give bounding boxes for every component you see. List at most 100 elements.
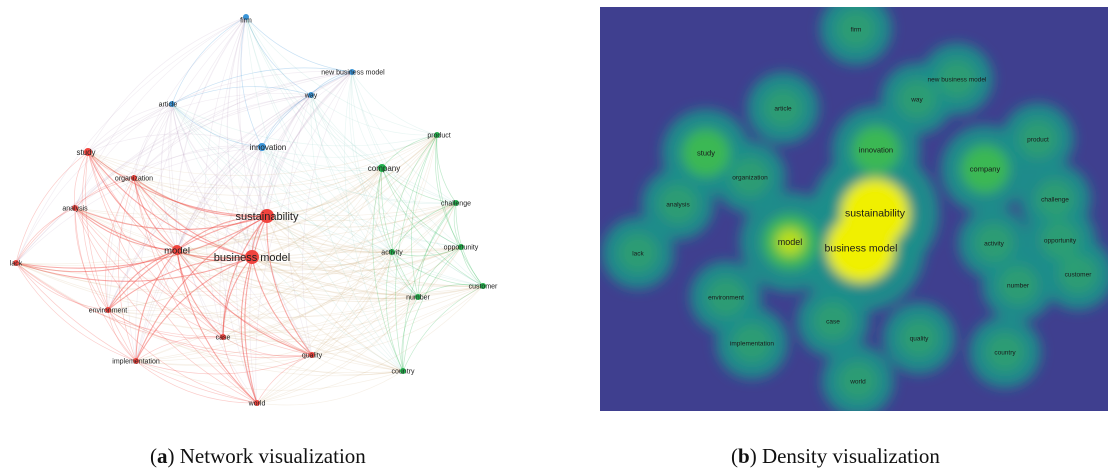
edge-innovation-quality xyxy=(259,146,313,356)
label-analysis: analysis xyxy=(62,205,88,212)
edge-business-model-customer xyxy=(251,256,484,296)
edge-world-challenge xyxy=(256,202,457,404)
edge-quality-opportunity xyxy=(311,246,462,356)
edge-innovation-sustainability xyxy=(257,146,268,217)
edge-organization-case xyxy=(133,177,224,338)
edge-study-product xyxy=(87,134,438,176)
density-blobs xyxy=(602,7,1108,411)
edge-organization-number xyxy=(133,177,419,298)
edge-article-country xyxy=(171,103,404,372)
edge-firm-lack xyxy=(15,16,247,264)
edge-firm-case xyxy=(204,16,247,338)
edge-study-company xyxy=(87,151,383,188)
edge-analysis-lack xyxy=(15,207,76,264)
edge-environment-world xyxy=(107,309,258,404)
edge-sustainability-challenge xyxy=(266,202,457,228)
edge-way-challenge xyxy=(310,94,457,204)
edge-business-model-implementation xyxy=(135,256,253,362)
edge-innovation-analysis xyxy=(74,146,263,209)
edge-new-business-model-challenge xyxy=(351,71,457,204)
edge-article-sustainability xyxy=(171,103,268,217)
edge-case-customer xyxy=(222,285,484,343)
edge-way-organization xyxy=(133,94,312,179)
edge-company-challenge xyxy=(381,167,457,204)
node-new-business-model xyxy=(349,69,355,75)
density-label-challenge: challenge xyxy=(1041,196,1069,203)
density-core-case xyxy=(813,301,853,341)
label-activity: activity xyxy=(381,249,403,256)
edge-article-number xyxy=(171,103,419,298)
density-label-quality: quality xyxy=(910,335,930,342)
label-implementation: implementation xyxy=(112,358,160,365)
edge-way-opportunity xyxy=(310,94,462,248)
edge-firm-analysis xyxy=(74,16,247,209)
label-organization: organization xyxy=(115,175,153,182)
edge-article-business-model xyxy=(171,103,253,258)
edge-new-business-model-world xyxy=(255,71,353,404)
label-world: world xyxy=(248,400,266,407)
edge-article-activity xyxy=(171,103,393,253)
edge-business-model-world xyxy=(240,256,258,404)
edge-business-model-product xyxy=(251,134,438,258)
edge-model-activity xyxy=(176,249,393,271)
density-label-implementation: implementation xyxy=(730,340,774,347)
edge-quality-world xyxy=(256,354,313,404)
edge-challenge-number xyxy=(417,202,457,298)
edge-model-case xyxy=(176,249,224,338)
density-label-company: company xyxy=(970,165,1001,174)
edge-firm-business-model xyxy=(226,16,253,258)
edge-article-implementation xyxy=(127,103,173,362)
edge-way-number xyxy=(310,94,419,298)
density-core-country xyxy=(985,332,1025,372)
label-article: article xyxy=(159,101,178,108)
edge-activity-country xyxy=(385,251,404,372)
edge-innovation-environment xyxy=(107,146,263,311)
edge-innovation-world xyxy=(236,146,263,404)
edge-organization-company xyxy=(133,167,383,196)
edge-company-customer xyxy=(381,167,484,287)
edge-way-article xyxy=(171,86,312,105)
edge-innovation-organization xyxy=(133,145,263,179)
edge-way-lack xyxy=(15,94,312,264)
edge-way-company xyxy=(310,94,383,169)
edge-world-product xyxy=(256,134,438,404)
label-firm: firm xyxy=(240,17,252,24)
edge-new-business-model-product xyxy=(351,71,438,136)
edge-product-opportunity xyxy=(435,134,462,248)
edge-organization-quality xyxy=(133,177,313,356)
edge-analysis-product xyxy=(74,134,438,215)
edge-sustainability-implementation xyxy=(135,215,268,362)
edge-way-country xyxy=(310,94,404,372)
node-firm xyxy=(243,14,249,20)
edge-business-model-company xyxy=(251,167,383,258)
node-product xyxy=(434,132,440,138)
edge-organization-world xyxy=(133,177,258,404)
density-label-lack: lack xyxy=(632,250,644,257)
edge-firm-model xyxy=(175,16,247,251)
edge-firm-country xyxy=(245,16,404,372)
edge-innovation-company xyxy=(261,146,383,172)
label-innovation: innovation xyxy=(250,143,286,152)
edge-analysis-environment xyxy=(74,207,109,311)
edge-article-product xyxy=(171,103,438,147)
edge-study-number xyxy=(87,151,419,298)
density-label-opportunity: opportunity xyxy=(1044,237,1077,244)
edge-article-opportunity xyxy=(171,103,462,248)
edge-article-model xyxy=(160,103,178,251)
edge-way-customer xyxy=(310,94,484,287)
edge-organization-activity xyxy=(133,177,393,254)
edge-lack-model xyxy=(15,249,178,273)
edge-product-challenge xyxy=(436,134,457,204)
edge-case-quality xyxy=(222,336,313,357)
edge-model-environment xyxy=(107,249,178,311)
edge-article-study xyxy=(87,103,173,153)
edge-business-model-activity xyxy=(251,251,393,268)
edge-analysis-model xyxy=(74,207,178,251)
edge-model-customer xyxy=(176,249,484,300)
edge-study-case xyxy=(87,151,224,338)
edge-new-business-model-country xyxy=(344,71,404,372)
density-core-organization xyxy=(730,157,770,197)
caption-letter-a: a xyxy=(157,444,168,468)
edge-lack-sustainability xyxy=(15,215,268,269)
edge-firm-company xyxy=(245,16,383,169)
